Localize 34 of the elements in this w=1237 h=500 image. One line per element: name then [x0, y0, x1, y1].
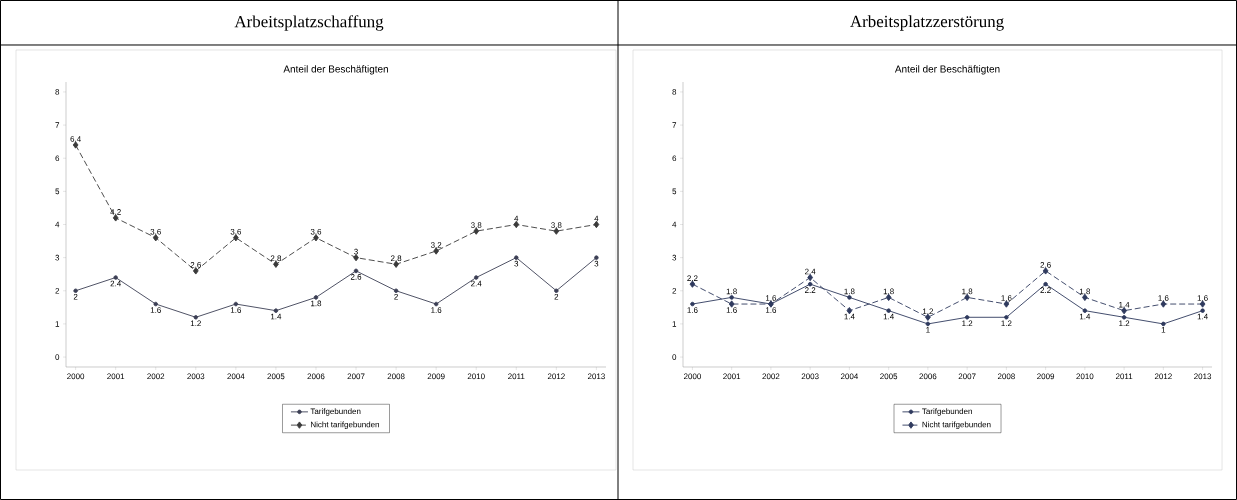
point	[113, 275, 118, 280]
point	[1121, 315, 1127, 320]
point	[1082, 308, 1088, 313]
point	[353, 254, 359, 262]
point	[73, 288, 78, 294]
point	[1200, 308, 1205, 313]
point	[153, 301, 158, 307]
point	[193, 315, 199, 320]
chart-subtitle: Anteil der Beschäftigten	[894, 65, 1000, 75]
chart-title: Arbeitsplatzzerstörung	[850, 15, 1004, 31]
point	[554, 288, 559, 294]
point	[313, 295, 319, 300]
point	[925, 321, 931, 327]
chart-subtitle: Anteil der Beschäftigten	[283, 65, 388, 75]
point	[273, 308, 279, 313]
point	[353, 268, 359, 274]
point	[593, 220, 600, 229]
point	[886, 308, 891, 313]
point	[594, 255, 599, 260]
point	[847, 295, 852, 300]
point	[807, 281, 813, 287]
point	[473, 275, 479, 280]
point	[1161, 321, 1166, 327]
point	[433, 301, 439, 307]
point	[513, 220, 520, 229]
point	[729, 295, 734, 300]
point	[233, 301, 239, 307]
point	[690, 301, 695, 307]
point	[514, 255, 519, 260]
point	[1043, 281, 1048, 287]
point	[1004, 315, 1009, 320]
chart-title: Arbeitsplatzschaffung	[234, 15, 384, 31]
point	[393, 288, 399, 294]
point	[964, 315, 970, 320]
